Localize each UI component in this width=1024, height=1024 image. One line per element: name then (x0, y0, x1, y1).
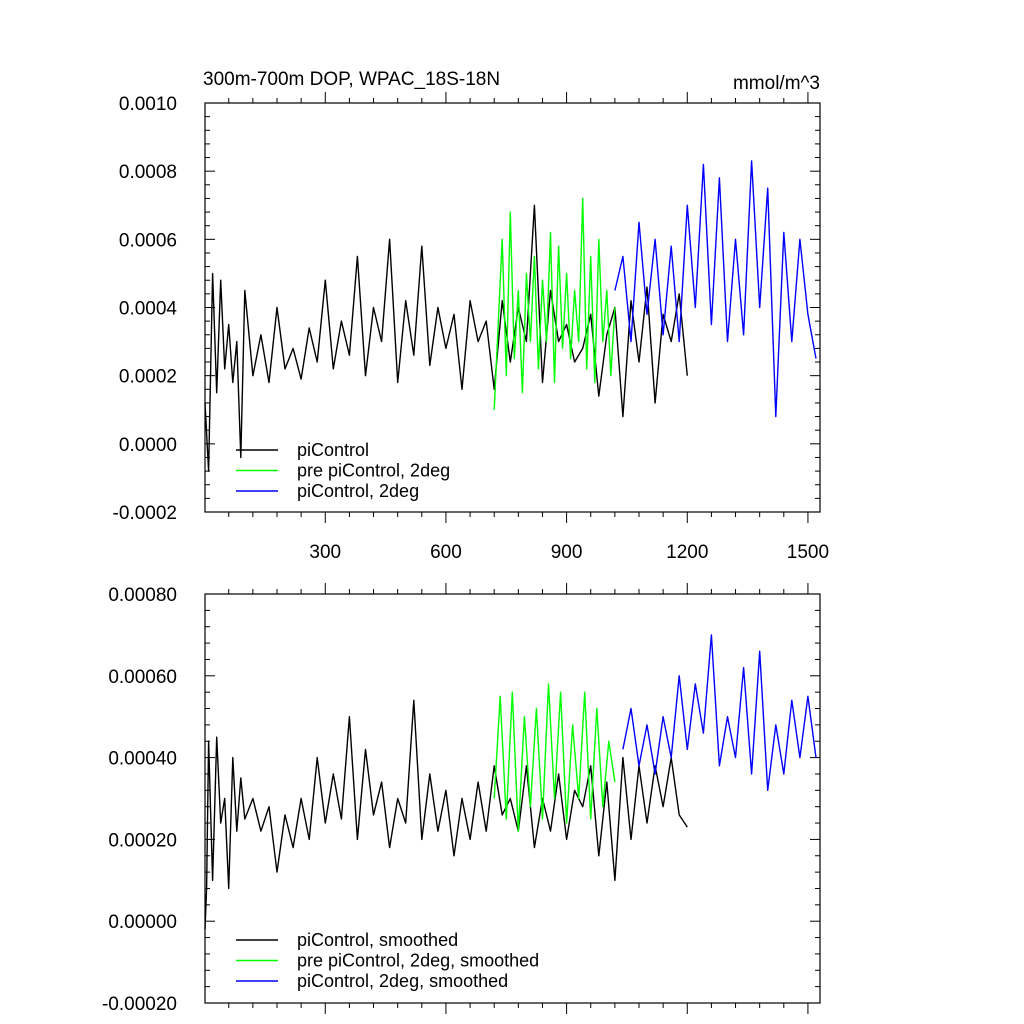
series-line-picontrol-2deg (614, 160, 817, 418)
legend-label: piControl, 2deg (297, 481, 419, 501)
y-tick-label: 0.00060 (108, 667, 177, 688)
y-tick-label: 0.0002 (119, 367, 177, 388)
legend-label: pre piControl, 2deg (297, 461, 450, 481)
y-tick-label: 0.0010 (119, 94, 177, 115)
y-tick-label: 0.00020 (108, 830, 177, 851)
y-tick-label: 0.0004 (119, 299, 178, 320)
series-line-picontrol-2deg-smoothed (622, 634, 817, 791)
legend-label: pre piControl, 2deg, smoothed (297, 951, 539, 971)
x-tick-label: 600 (430, 542, 462, 563)
legend-label: piControl (297, 440, 369, 460)
legend-label: piControl, 2deg, smoothed (297, 971, 508, 991)
series-line-pre-picontrol-2deg (493, 197, 616, 410)
y-tick-label: 0.00040 (108, 749, 177, 770)
y-tick-label: 0.00080 (108, 585, 177, 606)
panel-bottom: -0.00020 0.00000 0.00020 0.00040 0.00060 0.00… (102, 583, 821, 1015)
series-line-pre-picontrol-2deg-smoothed (493, 683, 616, 832)
units-label: mmol/m^3 (733, 73, 820, 94)
y-tick-label: 0.00000 (108, 912, 177, 933)
chart-title: 300m-700m DOP, WPAC_18S-18N (203, 69, 500, 90)
y-tick-label: 0.0006 (119, 230, 177, 251)
plot-frame (204, 593, 821, 1004)
legend-label: piControl, smoothed (297, 930, 458, 950)
y-tick-label: -0.0002 (113, 503, 177, 524)
series-line-picontrol (204, 204, 688, 472)
series-line-picontrol-smoothed (204, 699, 688, 930)
x-tick-label: 1500 (787, 542, 829, 563)
y-tick-label: 0.0000 (119, 435, 177, 456)
panel-top: 300m-700m DOP, WPAC_18S-18N mmol/m^3 -0.… (113, 69, 830, 563)
y-tick-label: -0.00020 (102, 994, 177, 1015)
x-tick-label: 300 (309, 542, 341, 563)
y-tick-label: 0.0008 (119, 162, 177, 183)
x-tick-label: 1200 (666, 542, 708, 563)
x-tick-label: 900 (551, 542, 583, 563)
